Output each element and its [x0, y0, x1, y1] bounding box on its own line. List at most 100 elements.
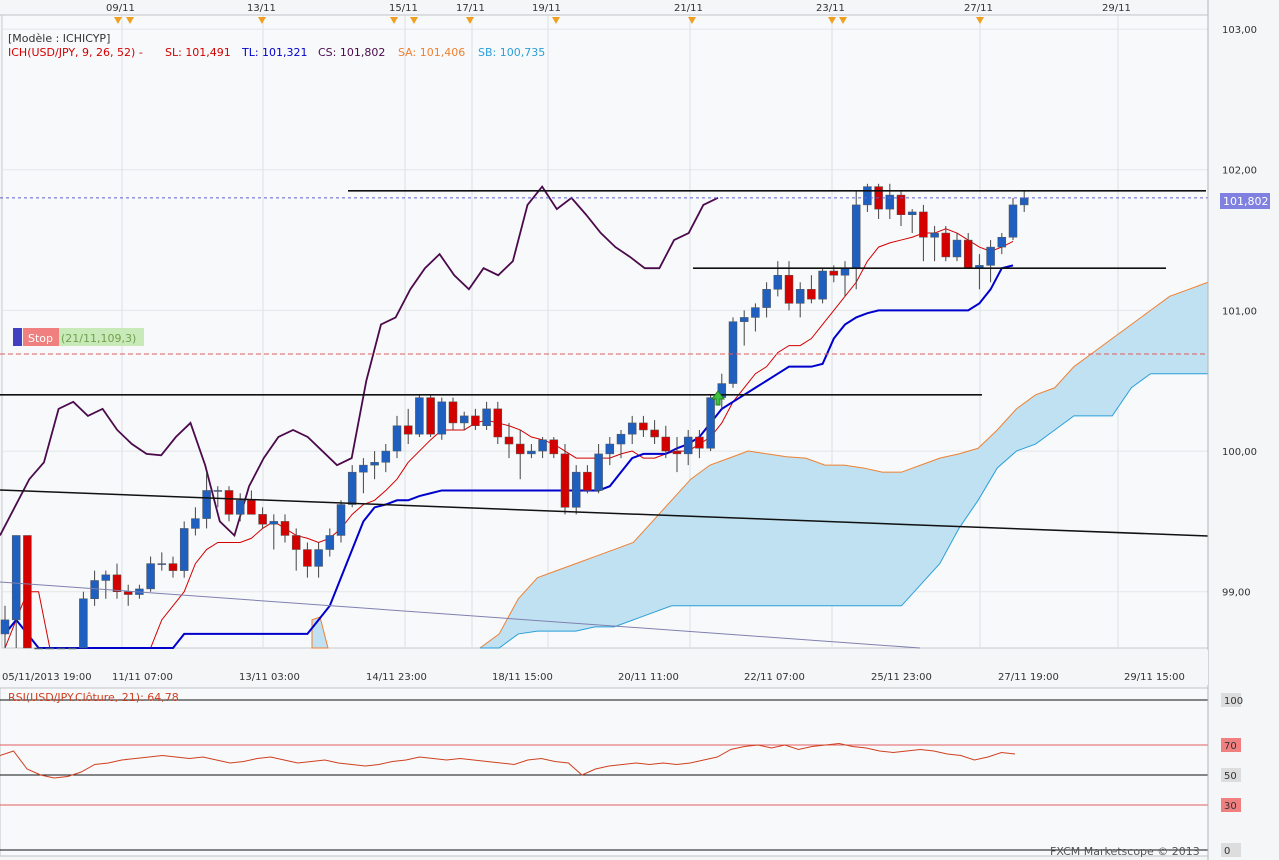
candle-body: [941, 232, 951, 258]
candle: [90, 570, 99, 606]
candle: [695, 429, 704, 459]
candle: [594, 444, 603, 494]
top-date-label: 19/11: [532, 3, 561, 14]
candle-body: [314, 549, 323, 567]
chikou-span-line: [0, 185, 719, 538]
candle: [336, 500, 346, 543]
rsi-level-label: 0: [1224, 846, 1230, 857]
event-marker-icon: [466, 17, 474, 24]
candle: [672, 437, 682, 473]
candle-body: [919, 211, 928, 238]
candle-body: [560, 453, 570, 508]
rsi-level-tag: [1221, 738, 1241, 752]
candle-body: [504, 436, 514, 445]
candle-body: [426, 397, 435, 435]
candle-body: [23, 535, 32, 649]
candle-body: [538, 439, 547, 452]
model-label: [Modèle : ICHICYP]: [8, 32, 110, 45]
candle-body: [594, 453, 603, 491]
candle: [471, 408, 480, 430]
cs-value: CS: 101,802: [318, 46, 385, 59]
candle-body: [661, 436, 671, 452]
candle-body: [963, 239, 973, 269]
candle: [661, 425, 671, 459]
rsi-level-tag: [1221, 798, 1241, 812]
candle-body: [762, 289, 771, 308]
candle-body: [213, 490, 223, 492]
rsi-level-label: 50: [1224, 771, 1237, 782]
candle: [168, 556, 178, 578]
x-tick-label: 20/11 11:00: [618, 672, 679, 683]
candle: [560, 444, 570, 515]
top-date-label: 17/11: [456, 3, 485, 14]
rsi-level-tag: [1221, 768, 1241, 782]
event-marker-icon: [390, 17, 398, 24]
candle: [112, 563, 122, 599]
candle-body: [851, 204, 861, 269]
candle-body: [885, 194, 895, 210]
candle: [482, 401, 491, 430]
x-tick-label: 25/11 23:00: [871, 672, 932, 683]
candle-body: [807, 289, 816, 300]
candle-body: [997, 237, 1007, 248]
candle-body: [896, 194, 906, 215]
candle-body: [739, 317, 749, 322]
candle: [325, 528, 335, 557]
candle-body: [123, 591, 133, 595]
event-marker-icon: [976, 17, 984, 24]
candle-body: [695, 436, 704, 449]
senkou-span-a-line: [479, 281, 1209, 649]
candle: [762, 282, 771, 318]
rsi-level-tag: [1221, 843, 1241, 857]
candle: [515, 429, 525, 480]
candle: [235, 493, 245, 522]
event-marker-icon: [839, 17, 847, 24]
candle: [605, 437, 615, 466]
candle-body: [907, 211, 917, 215]
candle-body: [191, 518, 200, 529]
candle: [426, 394, 435, 437]
candle: [583, 465, 592, 494]
thin-trend-line: [0, 581, 921, 649]
candle: [79, 591, 88, 649]
candle: [896, 190, 906, 226]
candle: [683, 429, 693, 466]
candle-body: [359, 464, 368, 473]
candle-body: [930, 232, 939, 238]
candle-body: [829, 270, 839, 276]
candle: [45, 647, 55, 650]
event-marker-icon: [688, 17, 696, 24]
rsi-level-label: 100: [1224, 696, 1243, 707]
candle-body: [90, 580, 99, 600]
top-date-label: 27/11: [964, 3, 993, 14]
candle: [751, 303, 760, 332]
candle: [538, 437, 547, 459]
top-date-label: 13/11: [247, 3, 276, 14]
candle-body: [706, 397, 715, 449]
tl-value: TL: 101,321: [241, 46, 308, 59]
x-tick-label: 05/11/2013 19:00: [2, 672, 92, 683]
candle: [280, 514, 290, 543]
candle-body: [583, 471, 592, 491]
y-tick-label: 102,00: [1222, 166, 1257, 177]
candle-body: [280, 521, 290, 536]
candle: [437, 397, 447, 440]
candle-body: [56, 647, 66, 650]
candle-body: [751, 307, 760, 318]
event-marker-icon: [552, 17, 560, 24]
candle: [415, 394, 424, 437]
current-price-label: 101,802: [1223, 195, 1269, 208]
y-tick-label: 101,00: [1222, 306, 1257, 317]
candle: [448, 397, 458, 430]
candle-body: [415, 397, 424, 435]
candle: [34, 647, 43, 650]
candle-body: [403, 425, 413, 435]
price-panel: [1, 14, 1209, 649]
candle: [504, 422, 514, 459]
sb-value: SB: 100,735: [478, 46, 545, 59]
candle: [0, 605, 10, 648]
candle: [773, 261, 783, 297]
stop-badge[interactable]: [23, 328, 59, 346]
